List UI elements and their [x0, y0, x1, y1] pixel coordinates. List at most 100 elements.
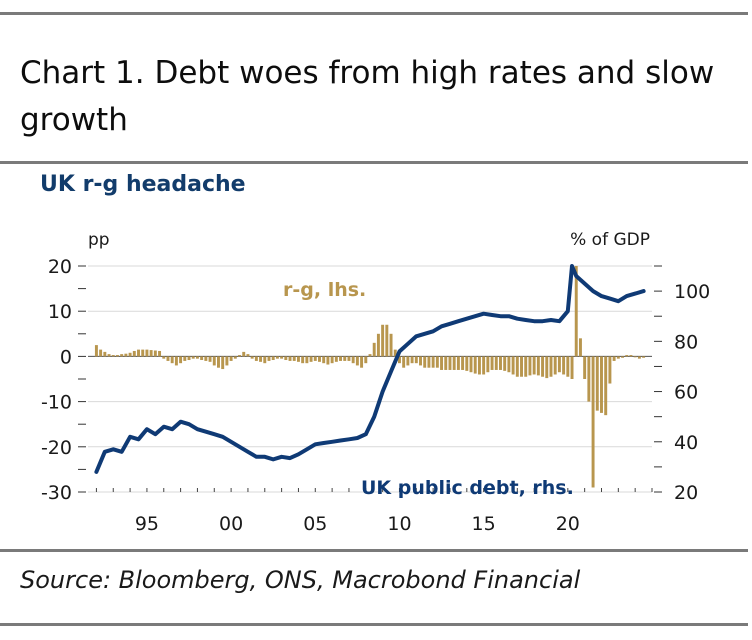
x-tick-label: 15 — [472, 513, 496, 535]
bar — [397, 356, 401, 364]
bar — [549, 356, 553, 377]
bar — [250, 356, 254, 359]
source-rule — [0, 549, 748, 552]
x-tick-label: 00 — [219, 513, 243, 535]
bar — [431, 356, 435, 368]
bar — [99, 349, 103, 357]
bar — [532, 356, 536, 375]
bar — [600, 356, 603, 413]
bar — [595, 356, 599, 411]
bar — [393, 349, 397, 357]
bar — [381, 324, 385, 357]
bar — [414, 356, 418, 364]
right-axis-unit: % of GDP — [570, 230, 650, 250]
bar — [435, 356, 439, 368]
bar — [524, 356, 528, 377]
bar — [124, 353, 128, 357]
bar — [179, 356, 183, 364]
debt-line — [94, 264, 646, 474]
bar — [499, 356, 502, 370]
bar — [183, 356, 187, 361]
bar — [389, 333, 393, 357]
bar — [334, 356, 338, 362]
bar — [444, 356, 448, 370]
bar — [494, 356, 498, 370]
right-tick-label: 20 — [674, 482, 698, 504]
bar — [309, 356, 313, 362]
bar — [212, 356, 216, 366]
chart-title: Chart 1. Debt woes from high rates and s… — [20, 55, 715, 138]
bar — [587, 356, 591, 402]
bar — [574, 266, 578, 357]
bar — [141, 349, 145, 357]
bar — [625, 355, 629, 357]
right-tick-label: 100 — [674, 281, 710, 303]
bar — [313, 356, 317, 361]
bar — [419, 356, 422, 366]
bar-series — [94, 266, 646, 488]
bar — [246, 354, 250, 357]
annotation-r-g: r-g, lhs. — [283, 279, 366, 301]
bar — [486, 356, 490, 373]
bar — [360, 356, 364, 368]
title-rule — [0, 161, 748, 164]
bar — [376, 333, 380, 357]
bar — [503, 356, 507, 371]
bar — [406, 356, 410, 366]
bar — [174, 356, 178, 366]
top-rule — [0, 12, 748, 15]
bar — [254, 356, 258, 361]
bar — [637, 356, 641, 359]
bar — [461, 356, 465, 370]
bar — [204, 356, 208, 361]
bar — [355, 356, 359, 366]
bar — [275, 356, 279, 359]
bar — [115, 355, 119, 357]
bar — [343, 356, 347, 361]
left-tick-label: 10 — [48, 301, 72, 323]
left-tick-label: -30 — [41, 482, 72, 504]
bar — [427, 356, 431, 368]
bar — [103, 351, 107, 357]
bar — [137, 349, 140, 357]
bar — [553, 356, 557, 375]
bar — [217, 356, 220, 368]
bar — [583, 356, 587, 379]
bar — [318, 356, 321, 362]
bar — [145, 349, 149, 357]
bar — [490, 356, 494, 370]
bar — [629, 355, 633, 357]
bar — [200, 356, 204, 361]
x-tick-label: 05 — [303, 513, 327, 535]
bar — [259, 356, 263, 362]
bar — [364, 356, 368, 364]
bar — [229, 356, 233, 361]
bar — [280, 356, 284, 359]
x-tick-label: 10 — [387, 513, 411, 535]
bar — [166, 356, 170, 361]
chart-subtitle: UK r-g headache — [40, 172, 246, 197]
bar — [566, 356, 570, 377]
right-tick-label: 40 — [674, 432, 698, 454]
bar — [305, 356, 309, 364]
bar — [351, 356, 355, 364]
bar — [604, 356, 608, 416]
bar — [233, 356, 237, 359]
bar — [195, 356, 199, 359]
bar — [326, 356, 330, 365]
bar — [296, 356, 300, 362]
right-tick-label: 60 — [674, 382, 698, 404]
bar — [423, 356, 427, 368]
bottom-rule — [0, 623, 748, 626]
left-tick-label: 20 — [48, 256, 72, 278]
bar — [570, 356, 574, 379]
bar — [339, 356, 343, 361]
bar — [469, 356, 473, 373]
bar — [111, 355, 115, 357]
bar — [608, 356, 612, 384]
bar — [410, 356, 414, 364]
bar — [511, 356, 515, 375]
bar — [288, 356, 292, 361]
